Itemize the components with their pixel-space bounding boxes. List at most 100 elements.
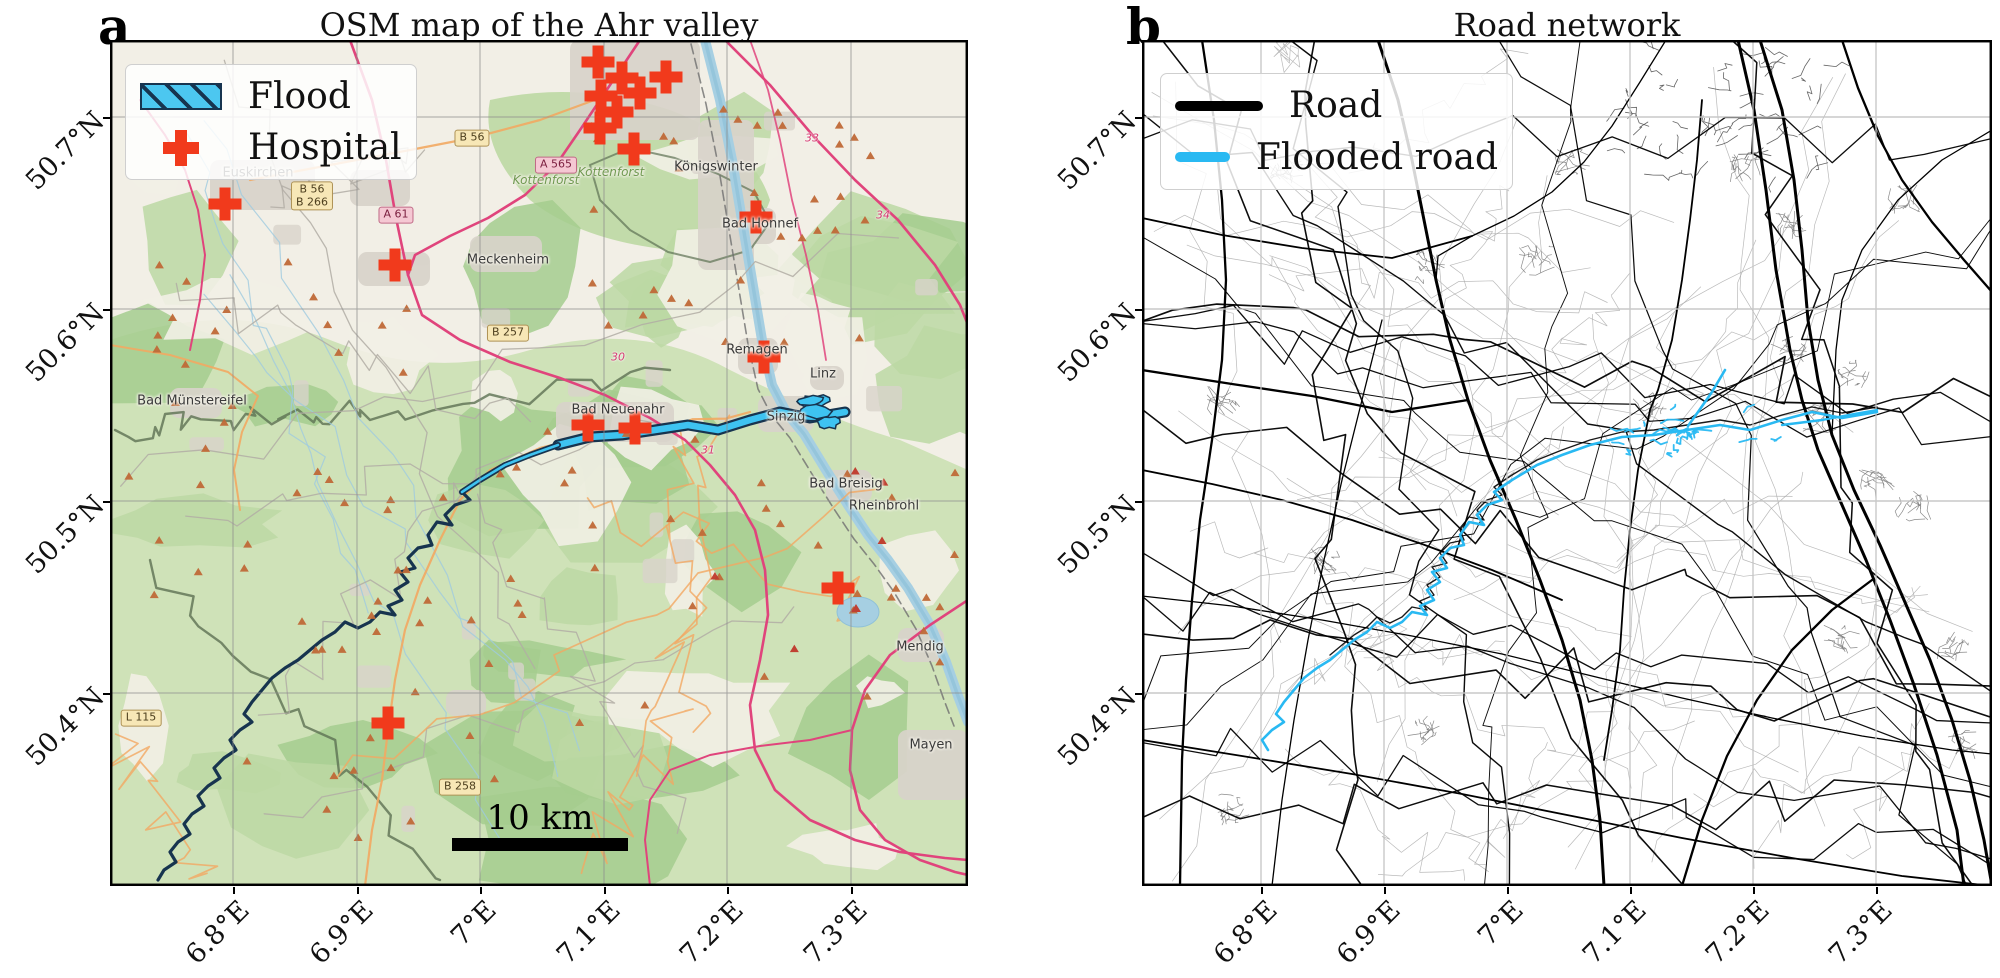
road-legend-label: Road [1289, 85, 1383, 127]
town-label: Rheinbrohl [848, 498, 920, 514]
x-tick-mark [1876, 887, 1878, 894]
road-ref-badge: L 115 [120, 709, 162, 727]
road-number-label: 33 [805, 131, 819, 145]
town-label: Königswinter [674, 159, 758, 175]
y-tick-mark [1135, 117, 1142, 119]
hospital-legend-label: Hospital [248, 127, 402, 168]
x-tick-label: 7.3°E [797, 894, 874, 971]
legend-panel-a: Flood Hospital [125, 64, 417, 180]
x-tick-mark [1507, 887, 1509, 894]
town-label: Bad Breisig [809, 476, 883, 492]
stream [203, 293, 581, 752]
road-line-swatch [1175, 100, 1263, 111]
x-tick-label: 6.9°E [1330, 894, 1407, 971]
y-tick-mark [1135, 693, 1142, 695]
town-label: Sinzig [766, 409, 806, 425]
y-tick-label: 50.6°N [1051, 297, 1143, 389]
x-tick-label: 7.1°E [550, 894, 627, 971]
x-tick-mark [357, 887, 359, 894]
town-label: Bad Münstereifel [137, 393, 247, 409]
road-number-label: 30 [611, 350, 625, 364]
hospital-marker [371, 706, 405, 740]
town-label: Mayen [909, 737, 953, 753]
x-tick-mark [233, 887, 235, 894]
town-label: Linz [810, 366, 836, 382]
legend-row-road: Road [1175, 85, 1498, 126]
x-tick-mark [1384, 887, 1386, 894]
hospital-cross-icon-svg [163, 129, 199, 166]
y-tick-mark [1135, 501, 1142, 503]
hospital-markers [208, 45, 855, 740]
y-tick-label: 50.6°N [19, 297, 111, 389]
y-tick-mark [103, 501, 110, 503]
y-tick-mark [1135, 309, 1142, 311]
y-tick-label: 50.5°N [19, 489, 111, 581]
town-label: Kottenforst [577, 165, 645, 179]
flood-hatch-swatch [140, 83, 222, 110]
road-ref-badge: B 257 [486, 324, 530, 342]
legend-row-hospital: Hospital [140, 127, 402, 168]
x-tick-label: 7°E [1472, 894, 1530, 953]
flood-layer [156, 394, 851, 882]
y-tick-label: 50.7°N [1051, 105, 1143, 197]
flood-legend-label: Flood [248, 76, 351, 117]
hospital-marker [581, 45, 615, 79]
y-tick-label: 50.7°N [19, 105, 111, 197]
legend-row-flood: Flood [140, 76, 402, 117]
x-tick-label: 7.3°E [1822, 894, 1899, 971]
x-tick-mark [480, 887, 482, 894]
road-ref-badge: B 56 B 266 [290, 181, 334, 211]
hospital-marker [747, 340, 781, 374]
x-tick-label: 7°E [445, 894, 503, 953]
road-ref-badge: B 258 [438, 778, 482, 796]
grid-layer [1142, 40, 1992, 886]
y-tick-mark [103, 693, 110, 695]
y-tick-label: 50.4°N [1051, 681, 1143, 773]
hospital-marker [378, 248, 412, 282]
x-tick-mark [1261, 887, 1263, 894]
x-tick-mark [604, 887, 606, 894]
hospital-marker [623, 76, 657, 110]
hospital-marker [584, 79, 618, 113]
town-label: Mendig [896, 639, 944, 655]
x-tick-label: 6.8°E [1207, 894, 1284, 971]
x-tick-label: 6.8°E [179, 894, 256, 971]
legend-row-flooded-road: Flooded road [1175, 137, 1498, 178]
panel-b-title: Road network [1453, 6, 1681, 44]
hospital-marker [605, 61, 639, 95]
x-tick-mark [727, 887, 729, 894]
flooded-road-line-swatch [1175, 152, 1230, 163]
hospital-marker [821, 571, 855, 605]
flooded-road-legend-label: Flooded road [1255, 136, 1498, 178]
town-label: Meckenheim [466, 252, 550, 268]
osm-map-panel [110, 40, 968, 886]
road-number-label: 31 [701, 443, 715, 457]
hospital-marker [583, 111, 617, 145]
hospital-marker [617, 132, 651, 166]
park-boundary-layer [113, 147, 771, 882]
hospital-marker [739, 200, 773, 234]
scale-bar [452, 838, 628, 851]
town-label: Bad Honnef [721, 216, 799, 232]
y-tick-label: 50.5°N [1051, 489, 1143, 581]
panel-a-title: OSM map of the Ahr valley [319, 6, 759, 44]
town-label: Remagen [726, 342, 788, 358]
x-tick-label: 7.2°E [673, 894, 750, 971]
town-label: Kottenforst [512, 173, 580, 187]
y-tick-mark [103, 309, 110, 311]
x-tick-mark [1630, 887, 1632, 894]
railway [690, 43, 955, 727]
x-tick-label: 7.2°E [1699, 894, 1776, 971]
town-label: Bad Neuenahr [571, 402, 665, 418]
flooded-road-layer [1260, 368, 1879, 752]
x-tick-mark [851, 887, 853, 894]
x-tick-mark [1753, 887, 1755, 894]
road-number-label: 34 [876, 208, 890, 222]
x-tick-label: 6.9°E [303, 894, 380, 971]
road-ref-badge: A 565 [534, 156, 578, 174]
y-tick-mark [103, 117, 110, 119]
secondary-road-layer [1142, 40, 1992, 886]
hospital-marker [571, 408, 605, 442]
major-road-layer [1142, 40, 1992, 886]
hospital-marker [600, 95, 634, 129]
